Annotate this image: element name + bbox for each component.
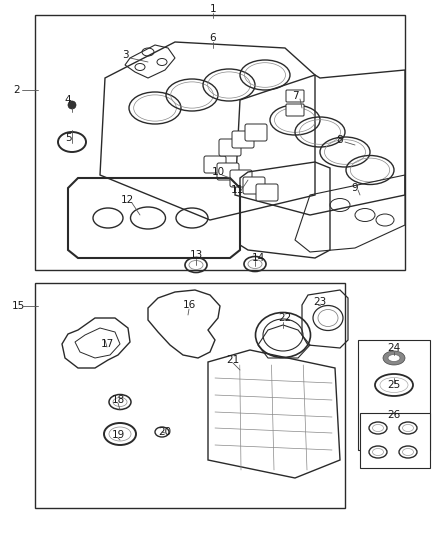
Text: 16: 16 xyxy=(182,300,196,310)
Text: 20: 20 xyxy=(159,427,172,437)
Ellipse shape xyxy=(383,351,405,365)
Ellipse shape xyxy=(388,354,400,361)
Text: 5: 5 xyxy=(65,133,71,143)
Text: 9: 9 xyxy=(352,183,358,193)
Text: 14: 14 xyxy=(251,253,265,263)
FancyBboxPatch shape xyxy=(217,163,239,180)
Bar xyxy=(360,413,430,468)
Text: 1: 1 xyxy=(210,4,216,14)
Text: 4: 4 xyxy=(65,95,71,105)
Text: 17: 17 xyxy=(100,339,113,349)
Text: 12: 12 xyxy=(120,195,134,205)
Text: 15: 15 xyxy=(11,301,25,311)
FancyBboxPatch shape xyxy=(256,184,278,201)
Text: 24: 24 xyxy=(387,343,401,353)
FancyBboxPatch shape xyxy=(286,90,304,102)
Bar xyxy=(358,340,430,450)
FancyBboxPatch shape xyxy=(243,177,265,194)
Text: 22: 22 xyxy=(279,313,292,323)
Text: 19: 19 xyxy=(111,430,125,440)
Text: 18: 18 xyxy=(111,395,125,405)
Ellipse shape xyxy=(68,101,76,109)
FancyBboxPatch shape xyxy=(204,156,226,173)
Bar xyxy=(35,15,405,270)
Text: 7: 7 xyxy=(292,91,298,101)
FancyBboxPatch shape xyxy=(219,139,241,156)
FancyBboxPatch shape xyxy=(232,131,254,148)
FancyBboxPatch shape xyxy=(286,104,304,116)
Text: 8: 8 xyxy=(337,135,343,145)
Text: 10: 10 xyxy=(212,167,225,177)
Text: 11: 11 xyxy=(230,185,244,195)
FancyBboxPatch shape xyxy=(230,170,252,187)
Bar xyxy=(35,283,345,508)
Text: 25: 25 xyxy=(387,380,401,390)
Text: 6: 6 xyxy=(210,33,216,43)
Text: 3: 3 xyxy=(122,50,128,60)
Text: 26: 26 xyxy=(387,410,401,420)
Text: 21: 21 xyxy=(226,355,240,365)
Text: 23: 23 xyxy=(313,297,327,307)
Text: 2: 2 xyxy=(14,85,20,95)
Text: 13: 13 xyxy=(189,250,203,260)
FancyBboxPatch shape xyxy=(245,124,267,141)
